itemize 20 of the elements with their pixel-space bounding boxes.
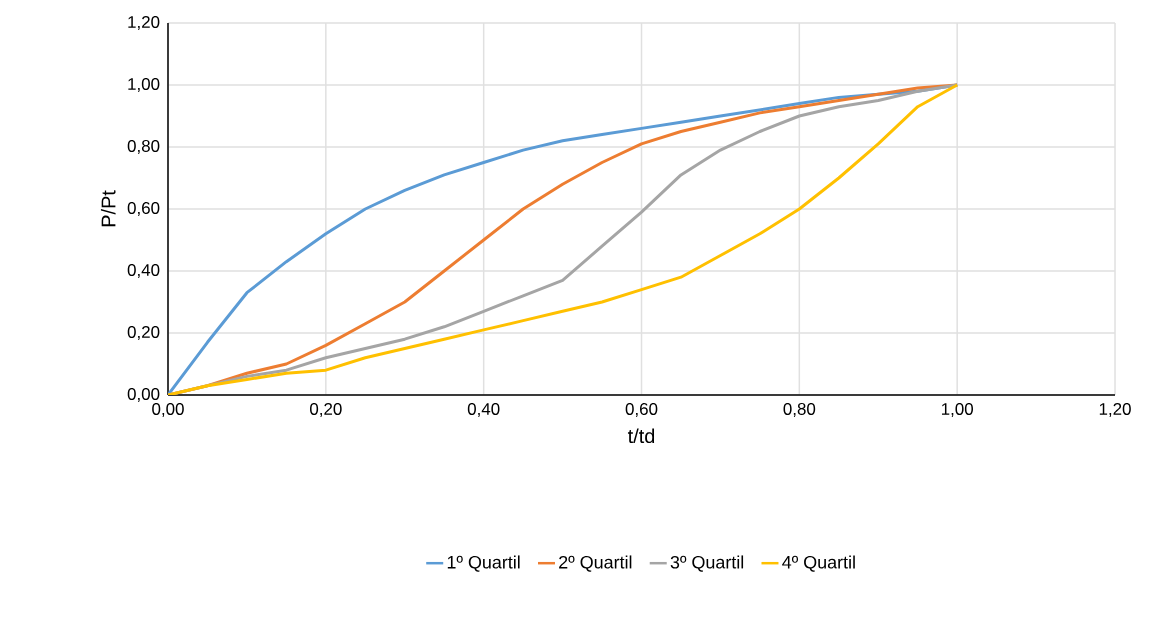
x-tick-label: 0,00: [152, 402, 184, 417]
x-tick-label: 0,80: [783, 402, 816, 417]
y-tick-label: 0,80: [127, 140, 160, 154]
x-tick-label: 1,20: [1099, 402, 1131, 417]
x-axis-title: t/td: [627, 428, 655, 444]
y-tick-label: 0,20: [127, 326, 160, 340]
legend-label: 1º Quartil: [447, 555, 520, 572]
legend-label: 2º Quartil: [559, 555, 632, 572]
x-tick-label: 0,40: [467, 402, 500, 417]
x-tick-label: 0,20: [310, 402, 342, 417]
y-tick-label: 1,00: [128, 78, 160, 92]
legend-label: 4º Quartil: [782, 555, 855, 572]
y-axis-title: P/Pt: [100, 190, 116, 227]
y-tick-label: 0,00: [127, 388, 160, 402]
y-tick-label: 0,60: [127, 202, 160, 216]
x-tick-label: 1,00: [941, 402, 973, 417]
legend-label: 3º Quartil: [670, 555, 744, 572]
x-tick-label: 0,60: [625, 402, 658, 417]
y-tick-label: 1,20: [128, 16, 160, 30]
y-tick-label: 0,40: [127, 264, 160, 278]
